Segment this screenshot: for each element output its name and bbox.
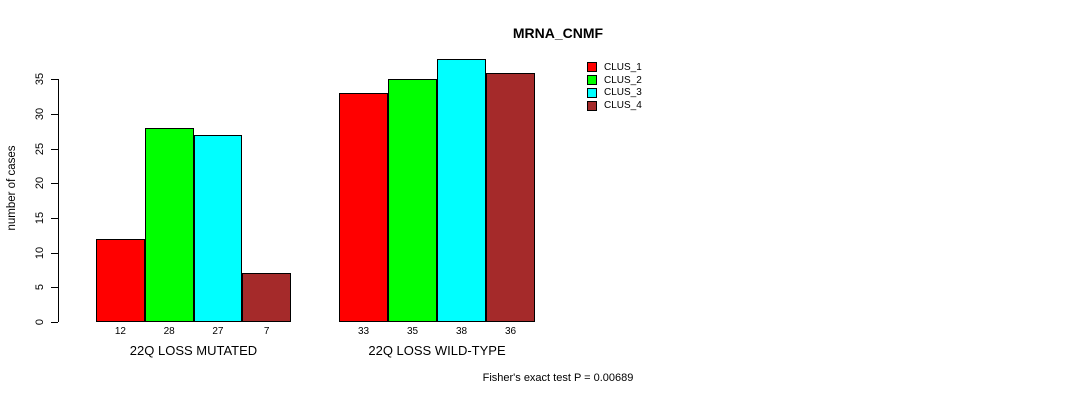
bar-value-label: 7 [263,326,270,337]
legend-item: CLUS_3 [587,87,642,100]
bar-clus_3-group2 [437,58,486,322]
legend-swatch-clus_2 [587,75,597,86]
y-tick [51,183,58,185]
bar-value-label: 35 [406,326,419,337]
y-tick-label: 0 [34,318,46,326]
bar-value-label: 28 [163,326,175,337]
legend-item: CLUS_4 [587,99,642,112]
legend-label: CLUS_4 [604,100,642,112]
y-tick-label: 25 [34,142,46,155]
bar-value-label: 38 [455,326,468,337]
bar-clus_3-group1 [193,134,243,322]
bar-clus_1-group2 [339,93,388,322]
y-axis-line [58,79,59,322]
bar-value-label: 33 [357,326,370,337]
y-tick [51,287,58,289]
y-tick-label: 5 [34,284,46,291]
y-tick-label: 10 [34,246,46,259]
bar-value-label: 12 [114,326,126,337]
annotation-text: Fisher's exact test P = 0.00689 [482,372,634,384]
legend: CLUS_1 CLUS_2 CLUS_3 CLUS_4 [587,61,642,112]
y-tick-label: 20 [34,177,46,190]
y-tick [51,322,58,323]
legend-label: CLUS_2 [604,74,642,86]
bar-clus_4-group1 [242,273,291,322]
y-tick [51,148,58,150]
legend-swatch-clus_4 [587,100,597,111]
y-tick [51,114,58,116]
bar-value-label: 27 [212,326,224,337]
bar-clus_1-group1 [96,238,145,322]
y-tick [51,252,58,254]
legend-item: CLUS_2 [587,74,642,87]
y-tick-label: 35 [34,73,46,86]
y-axis-title: number of cases [6,145,18,231]
bar-value-label: 36 [504,326,517,337]
x-category-label: 22Q LOSS MUTATED [129,343,258,358]
legend-label: CLUS_1 [604,61,642,73]
legend-swatch-clus_3 [587,87,597,98]
legend-item: CLUS_1 [587,61,642,74]
bar-clus_2-group2 [388,79,437,322]
y-tick [51,218,58,220]
chart-title: MRNA_CNMF [512,25,604,41]
bar-clus_4-group2 [486,72,535,322]
y-tick-label: 30 [34,108,46,121]
y-tick-label: 15 [34,211,46,225]
x-category-label: 22Q LOSS WILD-TYPE [368,343,506,358]
bar-clus_2-group1 [144,127,194,322]
y-tick [51,79,58,81]
legend-label: CLUS_3 [604,87,642,99]
legend-swatch-clus_1 [587,62,597,73]
